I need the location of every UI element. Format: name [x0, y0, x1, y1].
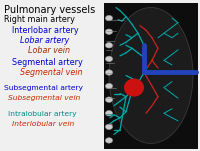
Text: Subsegmental vein: Subsegmental vein	[8, 95, 80, 101]
Circle shape	[105, 15, 113, 21]
Text: Interlobular vein: Interlobular vein	[12, 121, 74, 127]
Text: Segmental vein: Segmental vein	[20, 68, 83, 77]
Circle shape	[105, 138, 113, 143]
Circle shape	[105, 111, 113, 116]
Text: Pulmonary vessels: Pulmonary vessels	[4, 5, 95, 14]
Circle shape	[105, 29, 113, 34]
Ellipse shape	[109, 8, 193, 143]
Circle shape	[105, 43, 113, 48]
Text: Intralobular artery: Intralobular artery	[8, 111, 77, 117]
Text: Subsegmental artery: Subsegmental artery	[4, 85, 83, 91]
Circle shape	[105, 70, 113, 75]
Circle shape	[105, 83, 113, 89]
Ellipse shape	[124, 79, 144, 97]
Circle shape	[105, 56, 113, 62]
Circle shape	[105, 97, 113, 102]
Text: Lobar vein: Lobar vein	[28, 46, 70, 55]
Circle shape	[105, 124, 113, 130]
Text: Interlobar artery: Interlobar artery	[12, 26, 79, 35]
Text: Right main artery: Right main artery	[4, 15, 75, 24]
Text: Lobar artery: Lobar artery	[20, 36, 69, 45]
Text: Segmental artery: Segmental artery	[12, 58, 83, 67]
FancyBboxPatch shape	[104, 3, 198, 149]
